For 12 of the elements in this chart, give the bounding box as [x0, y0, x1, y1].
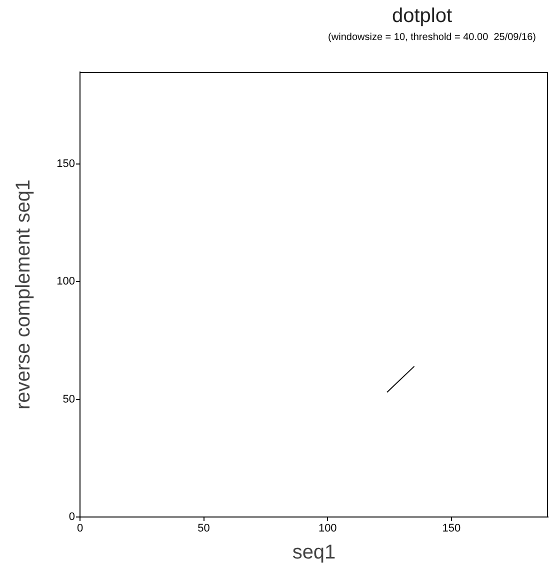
y-tick-label: 50 — [62, 393, 75, 406]
x-tick-label: 150 — [442, 522, 461, 535]
x-tick-label: 50 — [198, 522, 210, 535]
y-axis-title: reverse complement seq1 — [12, 179, 35, 410]
x-axis-title: seq1 — [292, 542, 336, 564]
y-tick-label: 150 — [56, 158, 75, 170]
x-tick-label: 0 — [76, 522, 84, 535]
y-tick-label: 100 — [56, 276, 75, 288]
x-tick-label: 100 — [318, 522, 337, 535]
y-tick-label: 0 — [68, 511, 75, 524]
chart-subtitle: (windowsize = 10, threshold = 40.00 25/09/16) — [328, 32, 536, 43]
chart-title: dotplot — [392, 5, 452, 27]
